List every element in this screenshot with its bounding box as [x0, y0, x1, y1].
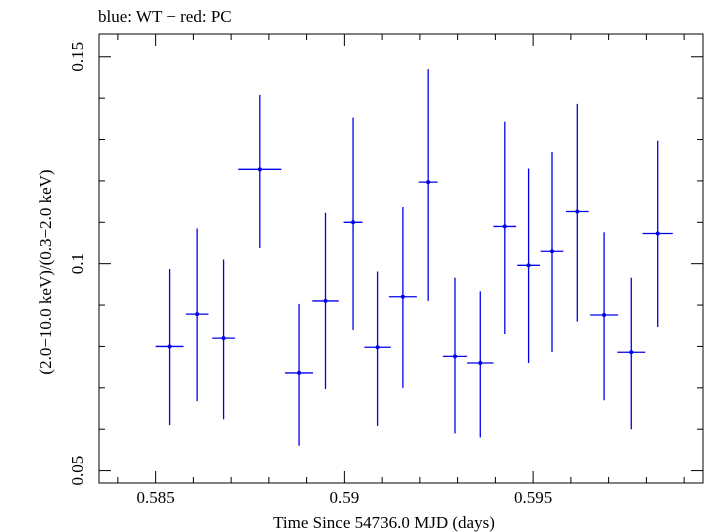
data-marker [478, 360, 483, 365]
data-marker [629, 350, 634, 355]
data-point [212, 259, 235, 420]
plot-frame [98, 33, 704, 484]
x-tick-label: 0.585 [137, 488, 175, 507]
data-marker [375, 345, 380, 350]
x-tick-label: 0.595 [514, 488, 552, 507]
data-marker [602, 312, 607, 317]
data-point [343, 117, 363, 330]
data-marker [221, 336, 226, 341]
data-point [565, 103, 589, 322]
data-point [467, 291, 494, 438]
data-marker [655, 231, 660, 236]
data-marker [526, 263, 531, 268]
data-marker [297, 370, 302, 375]
data-series [155, 69, 673, 446]
data-point [540, 151, 564, 352]
data-marker [426, 180, 431, 185]
data-marker [323, 298, 328, 303]
y-tick-label: 0.05 [68, 456, 87, 486]
data-point [185, 228, 209, 402]
data-point [590, 232, 619, 401]
data-point [155, 269, 184, 426]
data-marker [452, 354, 457, 359]
data-point [285, 303, 314, 446]
y-tick-label: 0.1 [68, 253, 87, 274]
data-marker [351, 220, 356, 225]
data-marker [195, 312, 200, 317]
data-marker [550, 249, 554, 254]
data-point [442, 277, 468, 434]
data-point [312, 212, 339, 390]
data-marker [575, 209, 580, 214]
x-tick-label: 0.59 [330, 488, 360, 507]
y-tick-label: 0.15 [68, 42, 87, 72]
y-axis-ticks: 0.05 0.1 0.15 [68, 42, 703, 486]
data-marker [400, 294, 405, 299]
data-marker [502, 224, 507, 229]
data-point [238, 94, 282, 248]
data-point [418, 69, 438, 301]
data-marker [257, 167, 262, 172]
x-axis-ticks: 0.585 0.59 0.595 [117, 34, 685, 507]
data-point [388, 206, 417, 388]
data-point [493, 121, 517, 335]
x-axis-label: Time Since 54736.0 MJD (days) [273, 513, 495, 532]
data-marker [167, 344, 172, 349]
chart-title: blue: WT − red: PC [98, 7, 232, 26]
data-point [642, 140, 673, 327]
data-point [364, 271, 391, 426]
data-point [517, 168, 540, 363]
data-point [617, 277, 646, 430]
y-axis-label: (2.0−10.0 keV)/(0.3−2.0 keV) [36, 169, 55, 374]
